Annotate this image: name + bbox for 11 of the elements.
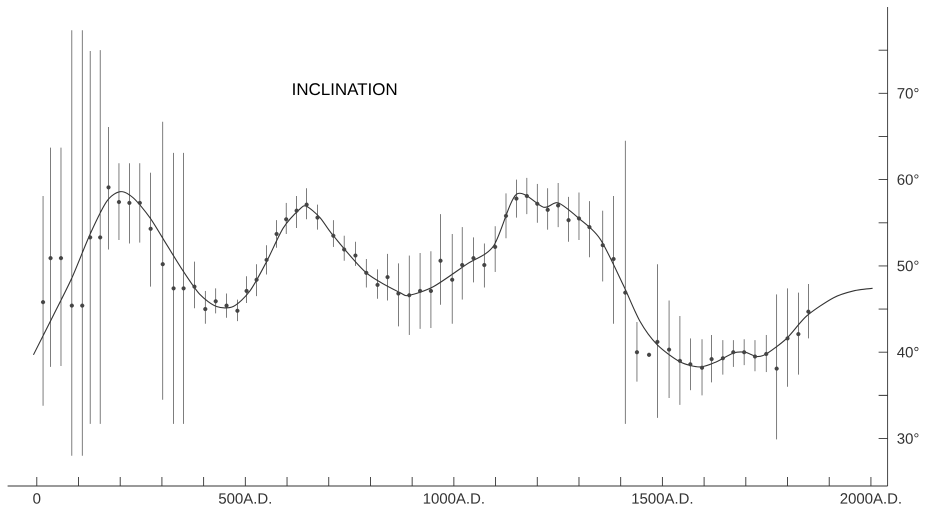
text: INCLINATION — [293, 83, 396, 96]
y-tick-label: 50° — [897, 260, 918, 272]
y-tick-label: 70° — [898, 88, 918, 99]
x-tick-label: 1500A.D. — [632, 493, 692, 504]
x-tick-label: 2000A.D. — [840, 493, 901, 504]
x-tick-label: 0 — [33, 493, 40, 504]
y-tick-label: 30° — [897, 433, 918, 444]
y-tick-label: 40° — [897, 346, 918, 358]
x-tick-label: 500A.D. — [218, 493, 271, 504]
x-tick-label: 1000A.D. — [424, 493, 484, 504]
y-tick-label: 60° — [898, 174, 918, 185]
